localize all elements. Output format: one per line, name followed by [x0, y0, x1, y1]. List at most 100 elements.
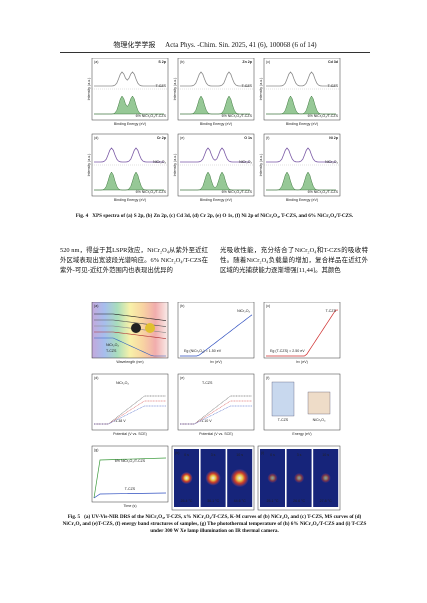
- x-axis-label: hν (eV): [296, 360, 308, 364]
- spectrum-fill: [266, 95, 336, 115]
- panel-label: (c): [266, 60, 270, 64]
- frame-temp: 44.6 °C: [234, 499, 246, 503]
- sample-label: 6% NiCr₂O₄/T-CZS: [136, 114, 167, 118]
- panel-label: (b): [180, 304, 184, 308]
- panel: (a) NiCr₂O₄ T-CZS Wavelength (nm): [91, 302, 169, 364]
- panel-label: (f): [266, 136, 269, 140]
- x-axis-label: Potential (V vs. SCE): [113, 432, 147, 436]
- hot-spot: [294, 473, 305, 483]
- figure-5-caption: Fig. 5 (a) UV-Vis-NIR DRS of the NiCr₂O₄,…: [62, 514, 367, 535]
- body-left: 520 nm，得益于其LSPR效应，NiCr₂O₄从紫外至近红外区域表现出宽波段…: [60, 247, 208, 274]
- panel-label: (d): [94, 376, 98, 380]
- frame-time: 10 s: [322, 453, 329, 457]
- caption-label: Fig. 5: [67, 514, 81, 520]
- panel-frame: [177, 302, 255, 359]
- panel: (b) NiCr₂O₄ Eg (NiCr₂O₄) = 1.50 eV hν (eV): [177, 302, 255, 364]
- panel-title: O 1s: [244, 136, 252, 140]
- y-axis-label: Intensity (a.u.): [173, 154, 177, 177]
- x-axis-label: Binding Energy (eV): [114, 198, 146, 202]
- annotation: T-CZS: [125, 487, 136, 491]
- sample-label: 6% NiCr₂O₄/T-CZS: [136, 190, 167, 194]
- x-axis-label: hν (eV): [210, 360, 222, 364]
- annotation: T-CZS: [278, 418, 289, 422]
- y-axis-label: Intensity (a.u.): [173, 78, 177, 101]
- x-axis-label: Time (s): [123, 504, 136, 508]
- frame-time: 3 s: [297, 453, 302, 457]
- curve: [93, 492, 167, 499]
- caption-text: (a) UV-Vis-NIR DRS of the NiCr₂O₄, T-CZS…: [62, 514, 367, 535]
- spectrum: [180, 147, 250, 163]
- hot-spot: [180, 472, 193, 484]
- panel-label: (e): [180, 376, 184, 380]
- panel-title: Cd 3d: [328, 60, 338, 64]
- panel-title: Cr 2p: [157, 136, 167, 140]
- curve: [94, 405, 166, 425]
- journal: 物理化学学报: [113, 41, 156, 49]
- panel-label: (c): [266, 304, 270, 308]
- x-axis-label: Binding Energy (eV): [286, 198, 318, 202]
- frame-temp: 26.6 °C: [293, 499, 305, 503]
- panel-label: (f): [266, 376, 269, 380]
- x-axis-label: Binding Energy (eV): [200, 198, 232, 202]
- x-axis-label: Potential (V vs. SCE): [199, 432, 233, 436]
- x-axis-label: Energy (eV): [292, 432, 311, 436]
- x-axis-label: Binding Energy (eV): [114, 122, 146, 126]
- running-header: 物理化学学报 Acta Phys. -Chim. Sin. 2025, 41 (…: [60, 40, 370, 53]
- sample-label: T-CZS: [242, 84, 253, 88]
- spectrum-fill: [94, 95, 164, 115]
- sample-photo: [131, 323, 141, 333]
- panel: (g) 6% NiCr₂O₄/T-CZS T-CZS Time (s): [91, 445, 169, 508]
- panel-label: (h): [175, 451, 179, 455]
- figure-4: (a) S 2p T-CZS 6% NiCr₂O₄/T-CZS Binding Ener…: [87, 58, 341, 202]
- spectrum: [266, 71, 336, 87]
- x-axis-label: Binding Energy (eV): [200, 122, 232, 126]
- spectrum: [94, 71, 164, 87]
- y-axis-label: Intensity (a.u.): [259, 154, 263, 177]
- y-axis-label: Intensity (a.u.): [259, 78, 263, 101]
- panel-label: (g): [94, 448, 98, 452]
- sample-label: 6% NiCr₂O₄/T-CZS: [222, 190, 253, 194]
- panel-frame: [177, 373, 255, 431]
- annotation: T-CZS: [106, 349, 117, 353]
- body-right: 光吸收性能，充分结合了NiCr₂O₄和T-CZS的吸收特性。随着NiCr₂O₄负…: [220, 247, 368, 274]
- panel-frame: [91, 373, 169, 431]
- panel: 0 s 25.4 °C 3 s 36.1 °C 10 s 44.6 °C (h): [171, 445, 255, 511]
- annotation: NiCr₂O₄: [106, 343, 119, 347]
- y-axis-label: Intensity (a.u.): [87, 154, 91, 177]
- panel-title: S 2p: [158, 60, 166, 64]
- sample-photo: [145, 323, 155, 333]
- frame-temp: 36.1 °C: [207, 499, 219, 503]
- spectrum-fill: [180, 95, 250, 115]
- xps-panel: (c) Cd 3d T-CZS 6% NiCr₂O₄/T-CZS Binding Ene…: [259, 58, 341, 126]
- panel-label: (a): [94, 60, 98, 64]
- curve: [94, 331, 167, 339]
- annotation: -1.10 V: [200, 419, 212, 423]
- panel-title: Ni 2p: [329, 136, 339, 140]
- panel: 0 s 25.1 °C 3 s 26.6 °C 10 s 27.8 °C (i): [257, 445, 341, 511]
- spectrum-fill: [94, 171, 164, 191]
- curve: [94, 325, 167, 333]
- panel: (d) NiCr₂O₄ -1.38 V Potential (V vs. SCE): [91, 373, 169, 436]
- frame-time: 0 s: [184, 453, 189, 457]
- panel-label: (a): [94, 304, 98, 308]
- curve: [180, 405, 252, 425]
- annotation: NiCr₂O₄: [313, 418, 326, 422]
- caption-label: Fig. 4: [75, 213, 89, 219]
- xps-panel: (f) Ni 2p NiCr₂O₄ 6% NiCr₂O₄/T-CZS Binding E…: [259, 133, 341, 202]
- hot-spot: [267, 473, 278, 483]
- panel-frame: [263, 302, 341, 359]
- frame-temp: 27.8 °C: [320, 499, 332, 503]
- frame-time: 3 s: [211, 453, 216, 457]
- spectrum-fill: [266, 171, 336, 191]
- annotation: Eg (T-CZS) = 2.50 eV: [270, 349, 305, 353]
- panel-title: Zn 2p: [242, 60, 252, 64]
- spectrum: [266, 147, 336, 163]
- citation: Acta Phys. -Chim. Sin. 2025, 41 (6), 100…: [165, 41, 317, 49]
- figure-5: (a) NiCr₂O₄ T-CZS Wavelength (nm) (b) NiCr₂O₄…: [91, 302, 341, 511]
- sample-label: T-CZS: [328, 84, 339, 88]
- frame-time: 10 s: [236, 453, 243, 457]
- xps-panel: (a) S 2p T-CZS 6% NiCr₂O₄/T-CZS Binding Ener…: [87, 58, 169, 126]
- frame-temp: 25.4 °C: [180, 499, 192, 503]
- panel-label: (d): [94, 136, 98, 140]
- sample-label: 6% NiCr₂O₄/T-CZS: [308, 190, 339, 194]
